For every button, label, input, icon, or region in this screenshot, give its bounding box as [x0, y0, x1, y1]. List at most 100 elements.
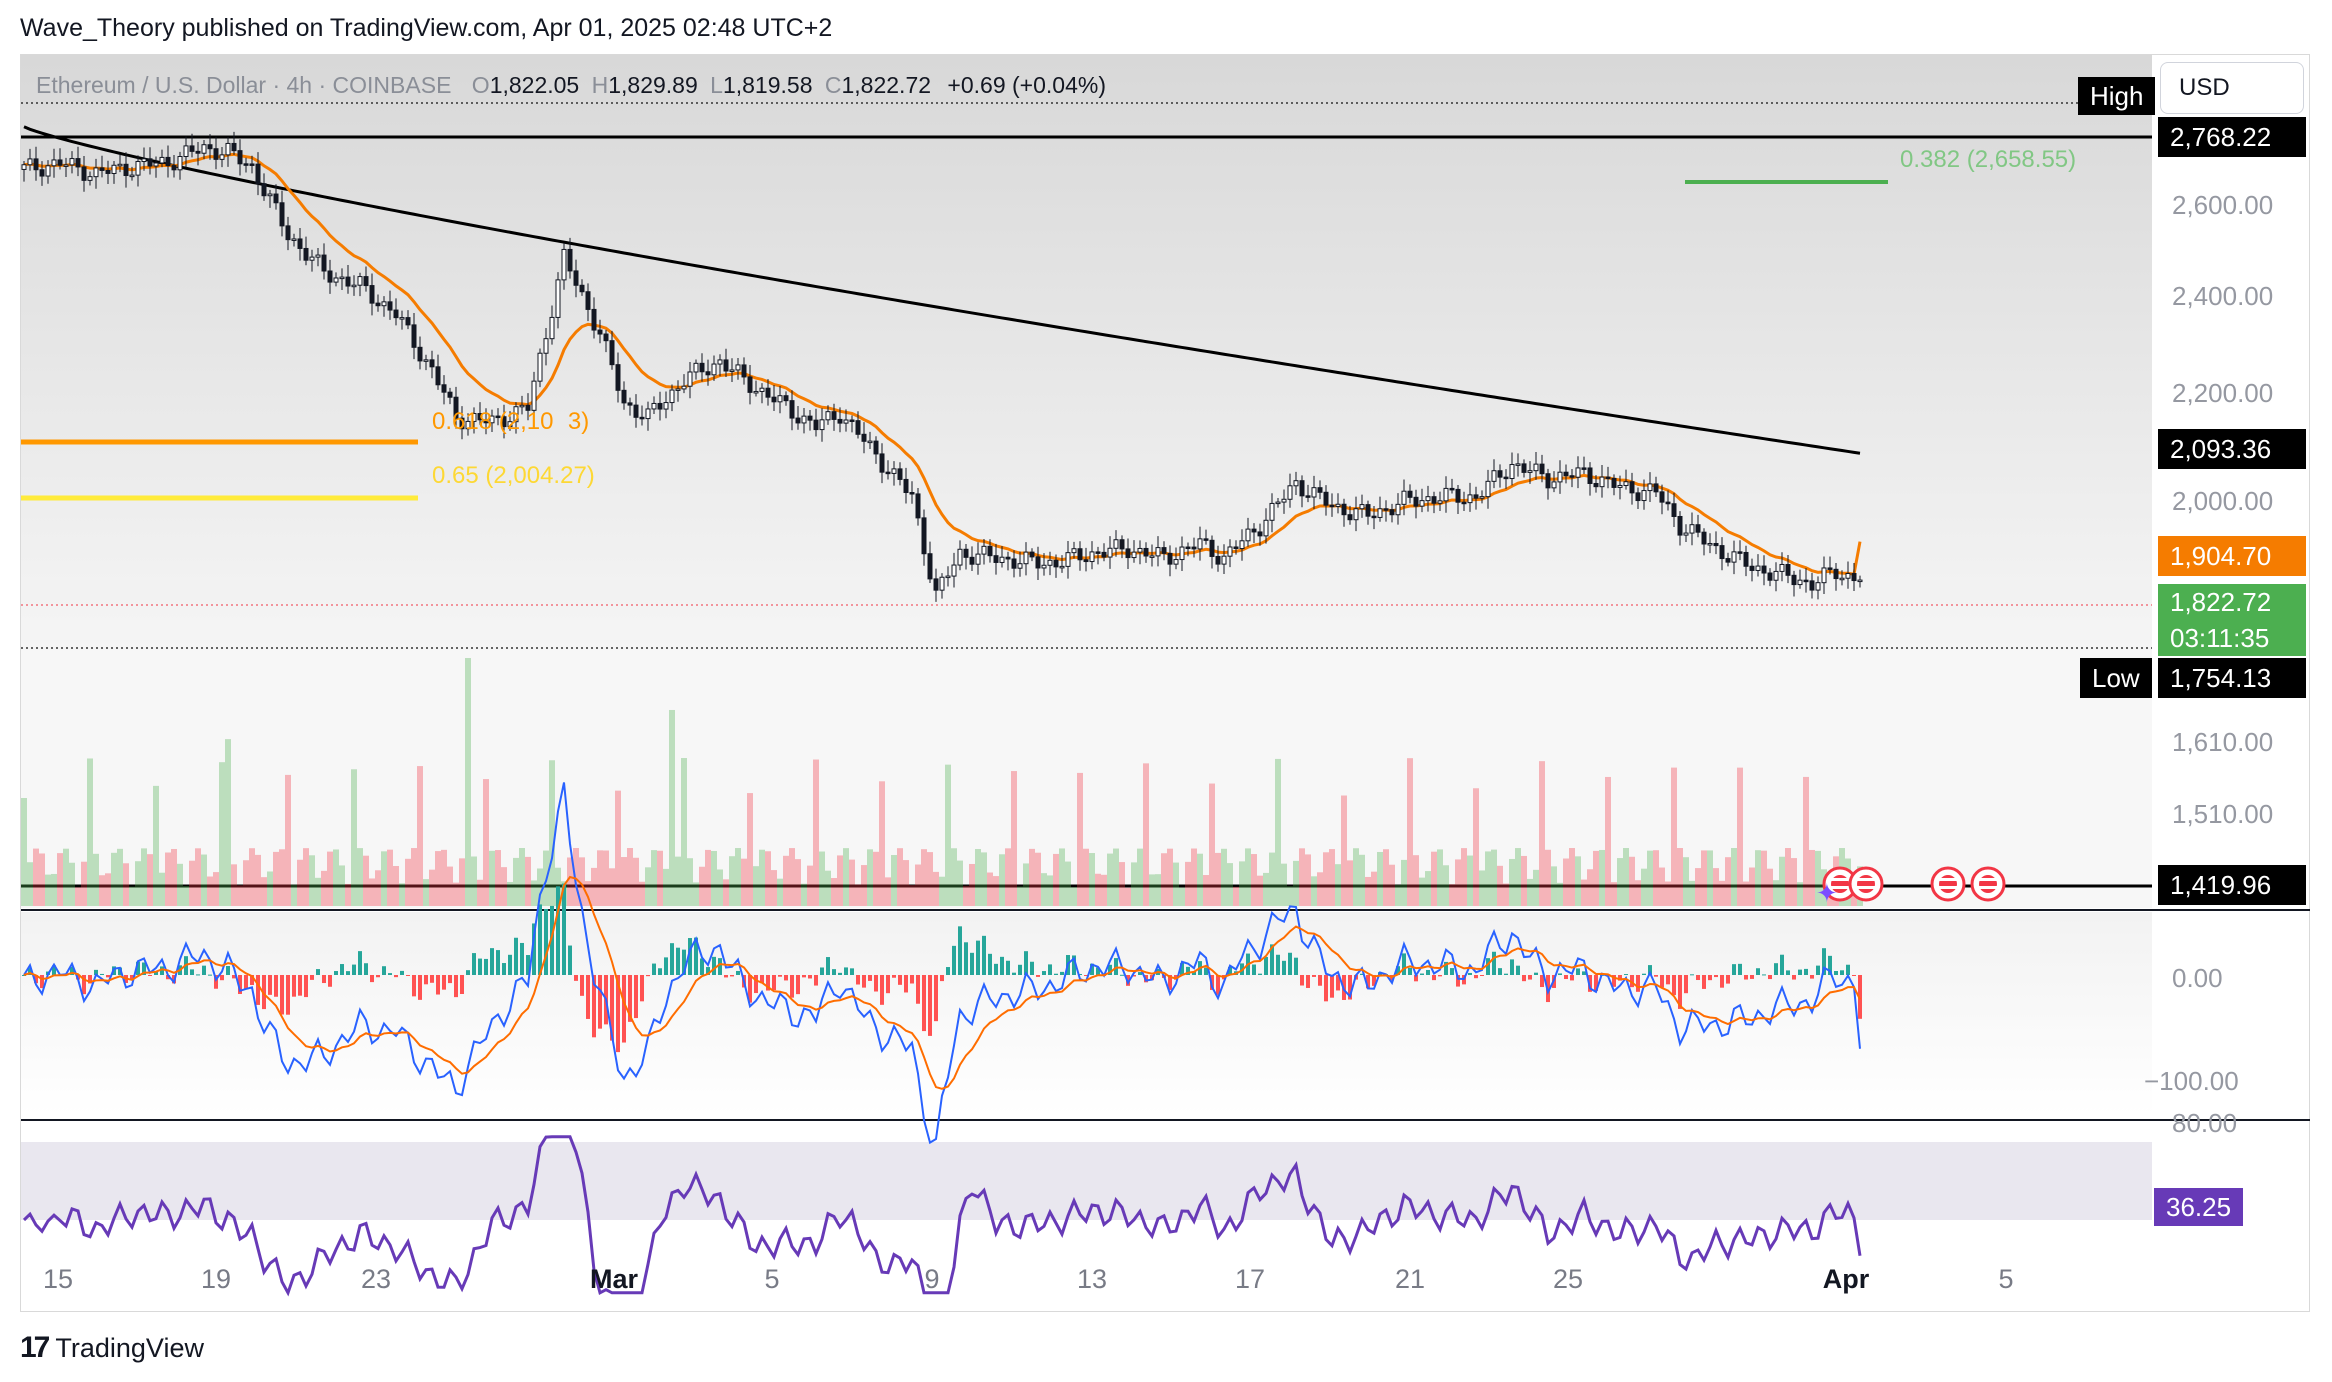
candle[interactable] [1455, 484, 1461, 514]
candle[interactable] [1533, 451, 1539, 480]
candle[interactable] [249, 155, 255, 174]
candle[interactable] [879, 443, 885, 484]
candle[interactable] [213, 136, 219, 170]
candle[interactable] [1143, 542, 1149, 563]
candle[interactable] [81, 156, 87, 192]
candle[interactable] [75, 146, 81, 177]
candle[interactable] [897, 462, 903, 486]
candle[interactable] [153, 156, 159, 178]
candle[interactable] [51, 148, 57, 178]
candle[interactable] [1065, 540, 1071, 579]
candle[interactable] [315, 248, 321, 267]
candle[interactable] [225, 136, 231, 167]
candle[interactable] [1209, 535, 1215, 569]
candle[interactable] [1179, 536, 1185, 571]
candle[interactable] [1479, 490, 1485, 504]
candle[interactable] [201, 139, 207, 160]
candle[interactable] [975, 542, 981, 575]
candle[interactable] [165, 145, 171, 178]
candle[interactable] [1383, 500, 1389, 522]
candle[interactable] [1449, 478, 1455, 494]
candle[interactable] [711, 355, 717, 381]
candle[interactable] [1773, 562, 1779, 592]
candle[interactable] [1329, 493, 1335, 517]
candle[interactable] [1587, 462, 1593, 496]
flag-icon[interactable] [1848, 866, 1884, 902]
sparkle-icon[interactable]: ✦ [1816, 879, 1838, 909]
candle[interactable] [1689, 512, 1695, 546]
candle[interactable] [1809, 572, 1815, 599]
candle[interactable] [1443, 476, 1449, 513]
candle[interactable] [1653, 476, 1659, 498]
candle[interactable] [1563, 464, 1569, 484]
candle[interactable] [915, 487, 921, 526]
candle[interactable] [1035, 546, 1041, 580]
candle[interactable] [1041, 553, 1047, 576]
candle[interactable] [423, 354, 429, 371]
candle[interactable] [963, 543, 969, 570]
candle[interactable] [1095, 546, 1101, 565]
candle[interactable] [195, 142, 201, 166]
candle[interactable] [579, 279, 585, 296]
candle[interactable] [147, 147, 153, 175]
candle[interactable] [1305, 484, 1311, 503]
candle[interactable] [531, 371, 537, 422]
candle[interactable] [1491, 459, 1497, 489]
candle[interactable] [1791, 570, 1797, 597]
candle[interactable] [1683, 524, 1689, 543]
candle[interactable] [1407, 484, 1413, 504]
candle[interactable] [1425, 485, 1431, 512]
candle[interactable] [759, 383, 765, 404]
candle[interactable] [1281, 489, 1287, 514]
candle[interactable] [1203, 529, 1209, 545]
flag-icon[interactable] [1930, 866, 1966, 902]
candle[interactable] [1527, 461, 1533, 484]
candle[interactable] [135, 155, 141, 187]
candle[interactable] [507, 411, 513, 431]
candle[interactable] [1737, 540, 1743, 561]
candle[interactable] [651, 396, 657, 415]
candle[interactable] [189, 133, 195, 158]
candle[interactable] [1623, 469, 1629, 490]
candle[interactable] [1137, 540, 1143, 565]
candle[interactable] [1677, 511, 1683, 546]
candle[interactable] [627, 397, 633, 416]
candle[interactable] [141, 147, 147, 171]
candle[interactable] [1215, 545, 1221, 572]
candle[interactable] [63, 157, 69, 178]
candle[interactable] [1083, 547, 1089, 572]
candle[interactable] [57, 148, 63, 170]
candle[interactable] [1755, 554, 1761, 577]
candle[interactable] [1485, 469, 1491, 509]
candle[interactable] [1155, 536, 1161, 567]
candle[interactable] [1473, 486, 1479, 510]
candle[interactable] [783, 391, 789, 406]
candle[interactable] [393, 298, 399, 326]
candle[interactable] [573, 259, 579, 298]
candle[interactable] [1059, 555, 1065, 573]
flag-icon[interactable] [1970, 866, 2006, 902]
candle[interactable] [1665, 490, 1671, 511]
candle[interactable] [1191, 537, 1197, 558]
candle[interactable] [279, 190, 285, 237]
candle[interactable] [1707, 533, 1713, 554]
candle[interactable] [861, 422, 867, 454]
candle[interactable] [615, 352, 621, 403]
candle[interactable] [39, 161, 45, 186]
candle[interactable] [1827, 556, 1833, 575]
candle[interactable] [1251, 523, 1257, 543]
candle[interactable] [495, 408, 501, 426]
candle[interactable] [1821, 556, 1827, 595]
candle[interactable] [849, 415, 855, 433]
candle[interactable] [735, 358, 741, 380]
candle[interactable] [831, 403, 837, 431]
candle[interactable] [501, 404, 507, 439]
candle[interactable] [483, 408, 489, 435]
candle[interactable] [945, 566, 951, 587]
candle[interactable] [969, 546, 975, 572]
candle[interactable] [1149, 544, 1155, 567]
candle[interactable] [777, 386, 783, 414]
candle[interactable] [1839, 570, 1845, 586]
candle[interactable] [93, 158, 99, 189]
candle[interactable] [789, 390, 795, 431]
